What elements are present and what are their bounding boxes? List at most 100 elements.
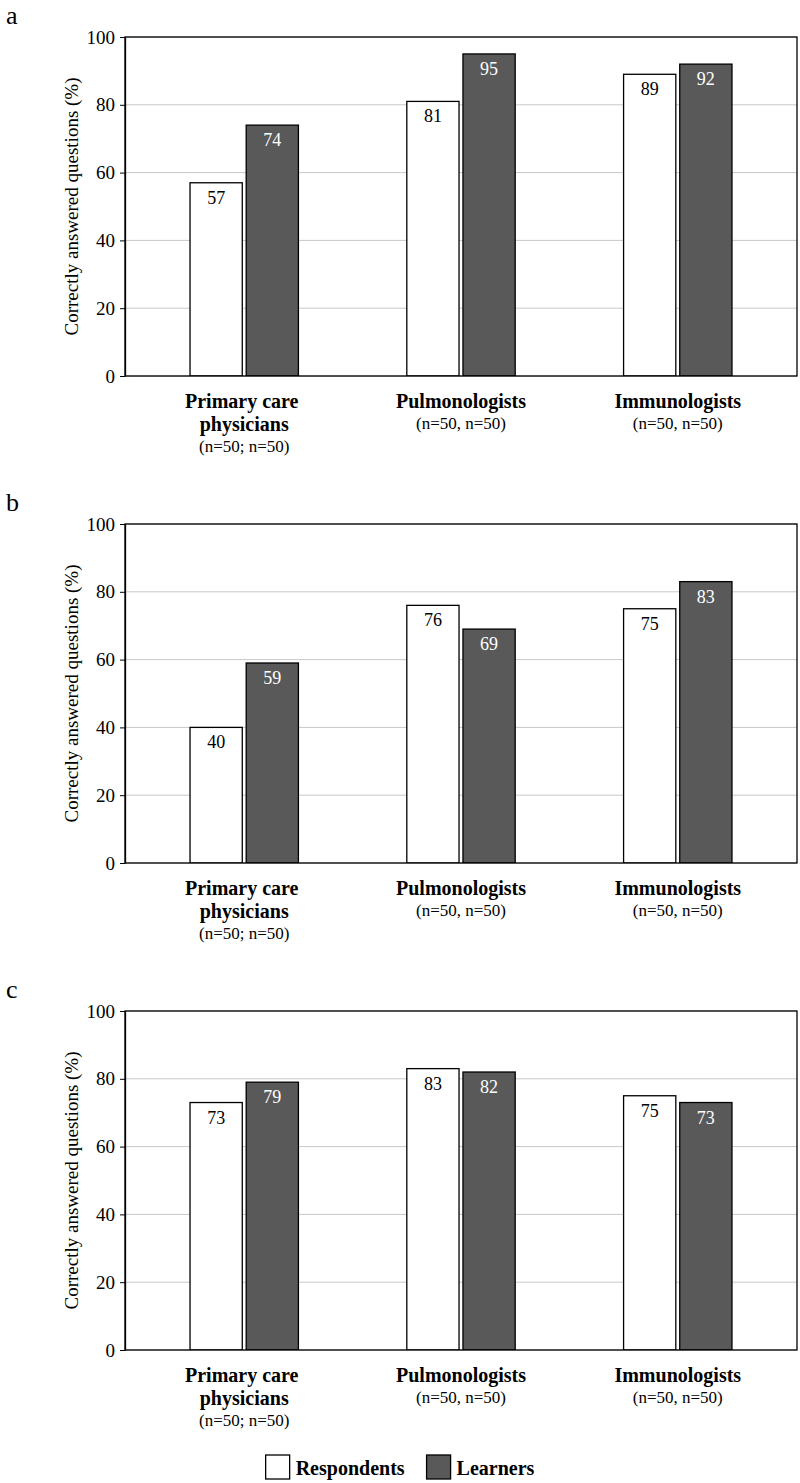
y-tick: 80: [96, 1068, 125, 1089]
bar: [246, 663, 298, 863]
y-tick-mark: [120, 173, 125, 174]
y-tick-label: 20: [96, 785, 115, 806]
x-tick-note: (n=50, n=50): [633, 414, 723, 433]
y-tick-mark: [120, 105, 125, 106]
y-tick-mark: [120, 1011, 125, 1012]
y-tick: 60: [96, 649, 125, 670]
bar: [463, 1072, 515, 1350]
y-tick: 0: [106, 366, 126, 387]
data-label: 83: [697, 587, 715, 607]
plot-frame: [125, 37, 797, 376]
y-tick-mark: [120, 795, 125, 796]
legend: Respondents Learners: [266, 1455, 535, 1480]
y-tick-mark: [120, 308, 125, 309]
data-labels: 738375798273: [207, 1074, 715, 1128]
y-tick: 100: [87, 1001, 126, 1022]
panel-label: a: [6, 1, 18, 30]
y-tick-label: 20: [96, 1272, 115, 1293]
y-tick: 80: [96, 581, 125, 602]
data-label: 74: [263, 130, 281, 150]
y-tick-label: 80: [96, 581, 115, 602]
x-axis-labels: Primary care physicians(n=50; n=50)Pulmo…: [185, 1364, 741, 1430]
data-label: 95: [480, 59, 498, 79]
legend-swatch: [427, 1455, 451, 1479]
bar: [463, 54, 515, 376]
y-axis: 020406080100: [87, 1001, 126, 1361]
bar: [407, 101, 459, 376]
x-tick-label: Primary care physicians: [185, 390, 303, 436]
bars: [190, 582, 732, 863]
y-tick-label: 100: [87, 514, 116, 535]
y-tick: 20: [96, 785, 125, 806]
y-axis-line: [125, 525, 126, 864]
data-label: 82: [480, 1077, 498, 1097]
bars: [190, 54, 732, 376]
bar: [624, 609, 676, 863]
data-label: 76: [424, 610, 442, 630]
y-tick-mark: [120, 1350, 125, 1351]
legend-item: Learners: [427, 1455, 535, 1479]
data-label: 79: [263, 1087, 281, 1107]
bar: [190, 183, 242, 376]
x-tick-label: Immunologists: [614, 390, 741, 413]
y-tick-label: 40: [96, 717, 115, 738]
legend-item: Respondents: [266, 1455, 405, 1480]
panel: c738375798273020406080100Correctly answe…: [6, 975, 797, 1430]
panel-label: b: [6, 488, 19, 517]
y-tick-label: 100: [87, 27, 116, 48]
y-tick-mark: [120, 1079, 125, 1080]
y-tick-mark: [120, 727, 125, 728]
data-label: 75: [641, 614, 659, 634]
y-tick-label: 40: [96, 1204, 115, 1225]
y-tick-mark: [120, 37, 125, 38]
panel-label: c: [6, 975, 18, 1004]
y-tick: 100: [87, 514, 126, 535]
data-label: 81: [424, 106, 442, 126]
x-axis-labels: Primary care physicians(n=50; n=50)Pulmo…: [185, 390, 741, 456]
x-tick-label: Primary care physicians: [185, 877, 303, 923]
y-tick: 20: [96, 1272, 125, 1293]
y-axis-title: Correctly answered questions (%): [61, 564, 83, 822]
y-tick: 60: [96, 1136, 125, 1157]
y-tick: 20: [96, 298, 125, 319]
figure: a578189749592020406080100Correctly answe…: [0, 0, 800, 1483]
bar: [680, 64, 732, 376]
y-tick-mark: [120, 1282, 125, 1283]
data-label: 40: [207, 732, 225, 752]
x-tick-note: (n=50; n=50): [199, 924, 289, 943]
x-axis-labels: Primary care physicians(n=50; n=50)Pulmo…: [185, 877, 741, 943]
bar: [190, 1103, 242, 1350]
y-axis-title: Correctly answered questions (%): [61, 77, 83, 335]
bars: [190, 1069, 732, 1350]
x-tick-label: Primary care physicians: [185, 1364, 303, 1410]
plot-frame: [125, 524, 797, 863]
grid: [125, 524, 797, 863]
y-tick-mark: [120, 1214, 125, 1215]
x-tick-label: Pulmonologists: [396, 390, 526, 413]
y-tick: 80: [96, 94, 125, 115]
bar: [190, 727, 242, 863]
x-tick-note: (n=50, n=50): [416, 1388, 506, 1407]
bar: [680, 1103, 732, 1350]
legend-label: Respondents: [296, 1457, 405, 1480]
panel: a578189749592020406080100Correctly answe…: [6, 1, 797, 456]
bar: [246, 1082, 298, 1350]
x-tick-note: (n=50; n=50): [199, 1411, 289, 1430]
y-tick-label: 0: [106, 853, 116, 874]
data-label: 92: [697, 69, 715, 89]
plot-frame: [125, 1011, 797, 1350]
x-tick-note: (n=50, n=50): [633, 1388, 723, 1407]
grid-line: [125, 1078, 797, 1079]
bar: [624, 1096, 676, 1350]
panel: b407675596983020406080100Correctly answe…: [6, 488, 797, 943]
grid: [125, 1011, 797, 1350]
x-tick-note: (n=50, n=50): [416, 414, 506, 433]
y-axis-title: Correctly answered questions (%): [61, 1051, 83, 1309]
data-label: 73: [207, 1108, 225, 1128]
y-tick-mark: [120, 240, 125, 241]
y-tick-label: 80: [96, 94, 115, 115]
y-tick-label: 40: [96, 230, 115, 251]
x-tick-note: (n=50, n=50): [416, 901, 506, 920]
y-tick: 100: [87, 27, 126, 48]
data-label: 69: [480, 634, 498, 654]
